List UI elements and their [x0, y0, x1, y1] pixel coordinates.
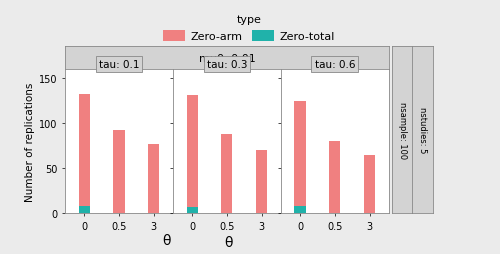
Text: tau: 0.3: tau: 0.3 — [206, 60, 247, 70]
Text: nstudies: 5: nstudies: 5 — [418, 107, 427, 153]
Bar — [148, 144, 160, 213]
Bar — [186, 207, 198, 213]
Bar — [256, 151, 268, 213]
Y-axis label: Number of replications: Number of replications — [24, 82, 34, 201]
Text: mu0: 0.01: mu0: 0.01 — [198, 53, 256, 64]
Bar — [186, 95, 198, 213]
Bar — [78, 94, 90, 213]
Text: tau: 0.6: tau: 0.6 — [314, 60, 355, 70]
Text: θ: θ — [162, 233, 171, 247]
Bar — [330, 142, 340, 213]
Bar — [78, 206, 90, 213]
Bar — [364, 155, 376, 213]
Bar — [294, 101, 306, 213]
Text: nsample: 100: nsample: 100 — [398, 102, 407, 158]
Text: θ: θ — [224, 235, 233, 249]
Bar — [114, 130, 124, 213]
Bar — [294, 206, 306, 213]
Legend: Zero-arm, Zero-total: Zero-arm, Zero-total — [160, 13, 337, 44]
Text: tau: 0.1: tau: 0.1 — [98, 60, 139, 70]
Bar — [222, 135, 232, 213]
